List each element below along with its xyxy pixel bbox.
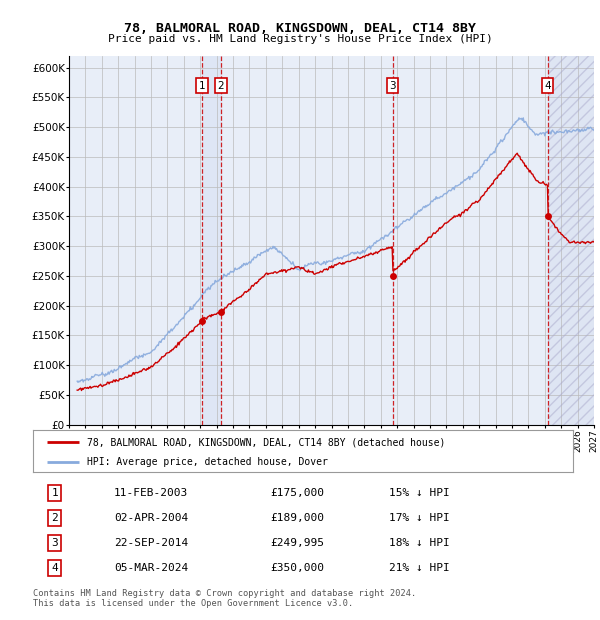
Text: 4: 4 xyxy=(544,81,551,91)
Text: Price paid vs. HM Land Registry's House Price Index (HPI): Price paid vs. HM Land Registry's House … xyxy=(107,34,493,44)
Text: 78, BALMORAL ROAD, KINGSDOWN, DEAL, CT14 8BY: 78, BALMORAL ROAD, KINGSDOWN, DEAL, CT14… xyxy=(124,22,476,35)
Bar xyxy=(548,56,594,425)
Text: 21% ↓ HPI: 21% ↓ HPI xyxy=(389,563,450,573)
Text: 02-APR-2004: 02-APR-2004 xyxy=(114,513,188,523)
Text: 18% ↓ HPI: 18% ↓ HPI xyxy=(389,538,450,548)
Text: 17% ↓ HPI: 17% ↓ HPI xyxy=(389,513,450,523)
Text: Contains HM Land Registry data © Crown copyright and database right 2024.
This d: Contains HM Land Registry data © Crown c… xyxy=(33,589,416,608)
Text: £189,000: £189,000 xyxy=(271,513,325,523)
Text: 78, BALMORAL ROAD, KINGSDOWN, DEAL, CT14 8BY (detached house): 78, BALMORAL ROAD, KINGSDOWN, DEAL, CT14… xyxy=(87,437,445,447)
Text: 11-FEB-2003: 11-FEB-2003 xyxy=(114,488,188,498)
Text: 2: 2 xyxy=(51,513,58,523)
Text: 1: 1 xyxy=(199,81,206,91)
Text: 2: 2 xyxy=(217,81,224,91)
Text: 15% ↓ HPI: 15% ↓ HPI xyxy=(389,488,450,498)
Text: HPI: Average price, detached house, Dover: HPI: Average price, detached house, Dove… xyxy=(87,457,328,467)
Text: £175,000: £175,000 xyxy=(271,488,325,498)
Text: 05-MAR-2024: 05-MAR-2024 xyxy=(114,563,188,573)
Bar xyxy=(548,56,594,425)
Text: 22-SEP-2014: 22-SEP-2014 xyxy=(114,538,188,548)
Text: 1: 1 xyxy=(51,488,58,498)
Text: 3: 3 xyxy=(51,538,58,548)
Text: 3: 3 xyxy=(389,81,396,91)
Text: 4: 4 xyxy=(51,563,58,573)
Text: £350,000: £350,000 xyxy=(271,563,325,573)
Bar xyxy=(202,56,221,425)
Text: £249,995: £249,995 xyxy=(271,538,325,548)
